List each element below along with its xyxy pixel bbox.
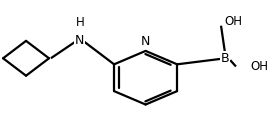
Text: OH: OH — [225, 15, 243, 28]
Text: N: N — [141, 35, 150, 48]
Text: N: N — [75, 34, 85, 47]
Text: H: H — [75, 16, 84, 29]
Text: B: B — [221, 52, 230, 65]
Text: OH: OH — [251, 60, 269, 74]
